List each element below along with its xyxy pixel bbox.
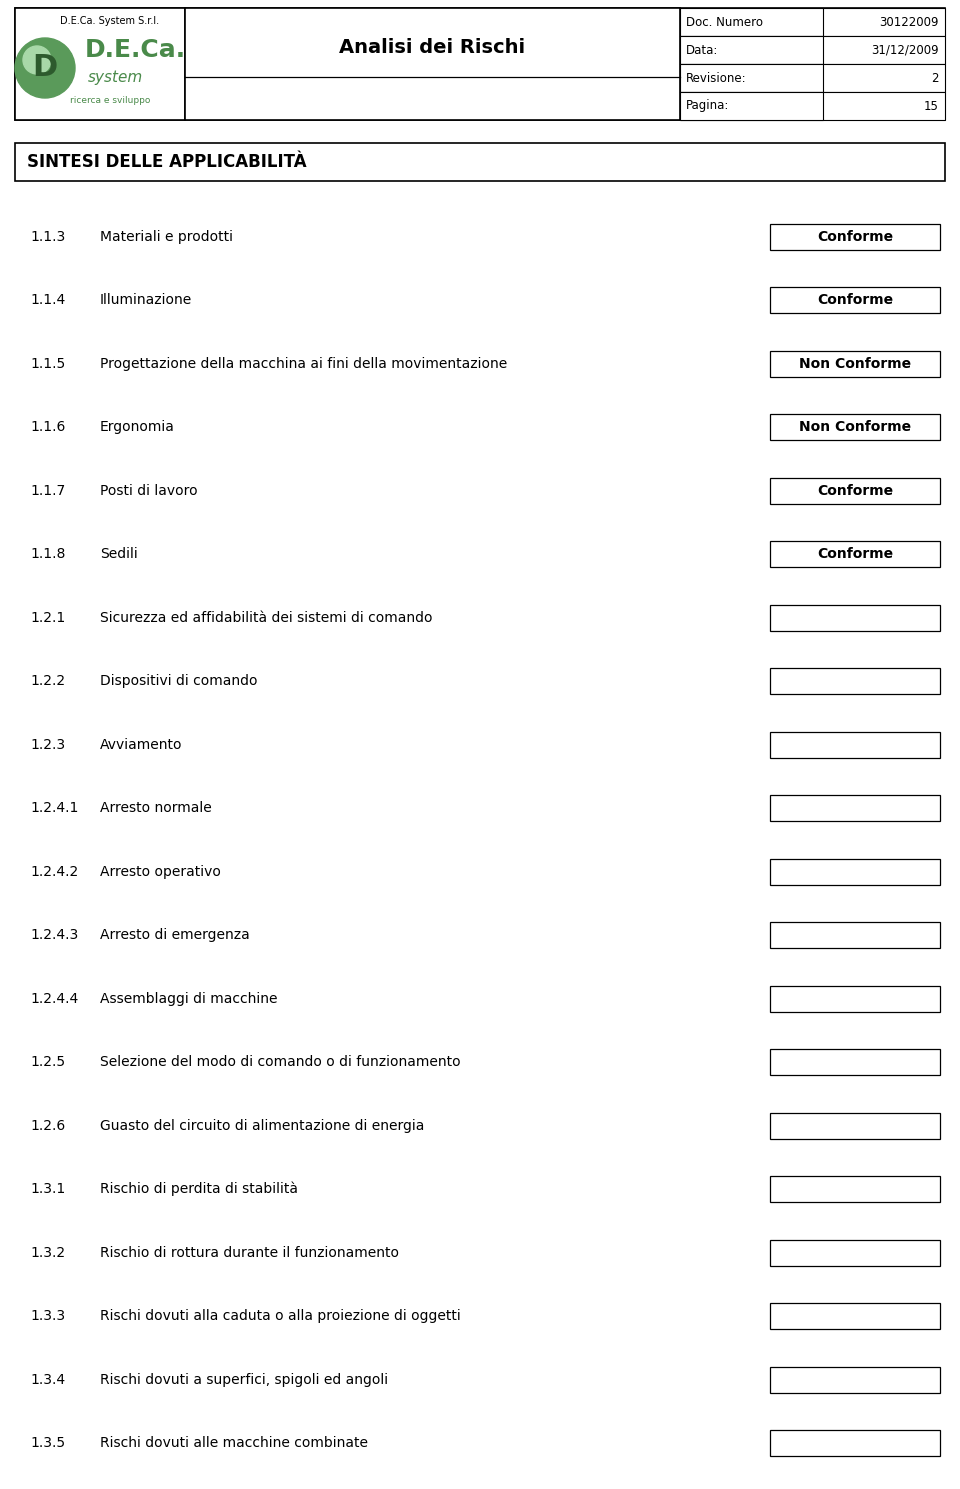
Text: Avviamento: Avviamento <box>100 737 182 752</box>
Text: Ergonomia: Ergonomia <box>100 420 175 435</box>
Text: Sedili: Sedili <box>100 548 137 561</box>
Text: Selezione del modo di comando o di funzionamento: Selezione del modo di comando o di funzi… <box>100 1056 461 1069</box>
Bar <box>770 1431 940 1456</box>
Text: 2: 2 <box>931 71 939 85</box>
Bar <box>680 64 945 92</box>
Text: Sicurezza ed affidabilità dei sistemi di comando: Sicurezza ed affidabilità dei sistemi di… <box>100 610 433 625</box>
Text: Rischi dovuti alle macchine combinate: Rischi dovuti alle macchine combinate <box>100 1437 368 1450</box>
Text: Pagina:: Pagina: <box>686 100 730 113</box>
Text: SINTESI DELLE APPLICABILITÀ: SINTESI DELLE APPLICABILITÀ <box>27 153 306 171</box>
Bar <box>770 414 940 441</box>
Bar <box>770 1367 940 1392</box>
Text: Doc. Numero: Doc. Numero <box>686 15 763 28</box>
Bar <box>680 92 945 121</box>
Text: 1.1.7: 1.1.7 <box>30 484 65 497</box>
Circle shape <box>15 39 75 98</box>
Bar <box>770 478 940 503</box>
Bar <box>770 731 940 758</box>
Text: D.E.Ca. System S.r.l.: D.E.Ca. System S.r.l. <box>60 16 159 25</box>
Text: 1.2.4.4: 1.2.4.4 <box>30 992 79 1005</box>
Bar <box>15 7 185 121</box>
Bar <box>770 1050 940 1075</box>
Bar <box>770 859 940 884</box>
Text: 1.3.5: 1.3.5 <box>30 1437 65 1450</box>
Text: Non Conforme: Non Conforme <box>799 357 911 371</box>
Text: Posti di lavoro: Posti di lavoro <box>100 484 198 497</box>
Bar <box>770 605 940 631</box>
Bar <box>770 287 940 313</box>
Text: D: D <box>33 54 58 82</box>
Bar <box>680 92 823 121</box>
Text: Conforme: Conforme <box>817 484 893 497</box>
Text: Illuminazione: Illuminazione <box>100 293 192 307</box>
Text: 1.1.6: 1.1.6 <box>30 420 65 435</box>
Bar <box>680 36 823 64</box>
Text: 1.3.3: 1.3.3 <box>30 1309 65 1324</box>
Bar <box>680 7 823 36</box>
Text: Arresto operativo: Arresto operativo <box>100 865 221 879</box>
Text: Rischio di rottura durante il funzionamento: Rischio di rottura durante il funzioname… <box>100 1246 399 1260</box>
Text: ricerca e sviluppo: ricerca e sviluppo <box>70 95 151 106</box>
Text: 1.2.6: 1.2.6 <box>30 1118 65 1133</box>
Text: Arresto normale: Arresto normale <box>100 801 212 816</box>
Text: Arresto di emergenza: Arresto di emergenza <box>100 928 250 943</box>
Text: D.E.Ca.: D.E.Ca. <box>85 39 186 63</box>
Text: 1.2.4.2: 1.2.4.2 <box>30 865 79 879</box>
Text: 30122009: 30122009 <box>879 15 939 28</box>
Text: 1.1.5: 1.1.5 <box>30 357 65 371</box>
Bar <box>770 922 940 948</box>
Bar <box>15 143 945 182</box>
Text: 1.3.2: 1.3.2 <box>30 1246 65 1260</box>
Text: Data:: Data: <box>686 43 718 57</box>
Bar <box>770 986 940 1011</box>
Bar <box>770 1112 940 1139</box>
Text: Rischio di perdita di stabilità: Rischio di perdita di stabilità <box>100 1182 298 1197</box>
Bar <box>15 7 945 121</box>
Text: 1.2.3: 1.2.3 <box>30 737 65 752</box>
Bar <box>770 795 940 822</box>
Text: 1.1.3: 1.1.3 <box>30 229 65 244</box>
Text: Materiali e prodotti: Materiali e prodotti <box>100 229 233 244</box>
Bar <box>680 7 945 36</box>
Bar <box>770 669 940 694</box>
Text: 1.2.5: 1.2.5 <box>30 1056 65 1069</box>
Text: Dispositivi di comando: Dispositivi di comando <box>100 675 257 688</box>
Text: Conforme: Conforme <box>817 548 893 561</box>
Text: Rischi dovuti a superfici, spigoli ed angoli: Rischi dovuti a superfici, spigoli ed an… <box>100 1373 388 1386</box>
Bar <box>770 541 940 567</box>
Bar <box>770 351 940 377</box>
Text: 1.1.8: 1.1.8 <box>30 548 65 561</box>
Text: 31/12/2009: 31/12/2009 <box>872 43 939 57</box>
Text: 15: 15 <box>924 100 939 113</box>
Text: Conforme: Conforme <box>817 293 893 307</box>
Text: Progettazione della macchina ai fini della movimentazione: Progettazione della macchina ai fini del… <box>100 357 507 371</box>
Text: 1.2.1: 1.2.1 <box>30 610 65 625</box>
Bar <box>185 7 680 121</box>
Text: Non Conforme: Non Conforme <box>799 420 911 435</box>
Text: Rischi dovuti alla caduta o alla proiezione di oggetti: Rischi dovuti alla caduta o alla proiezi… <box>100 1309 461 1324</box>
Text: Guasto del circuito di alimentazione di energia: Guasto del circuito di alimentazione di … <box>100 1118 424 1133</box>
Text: Revisione:: Revisione: <box>686 71 747 85</box>
Text: 1.2.2: 1.2.2 <box>30 675 65 688</box>
Text: system: system <box>88 70 143 85</box>
Text: 1.1.4: 1.1.4 <box>30 293 65 307</box>
Bar <box>770 1176 940 1202</box>
Bar <box>770 223 940 250</box>
Circle shape <box>23 46 51 74</box>
Bar <box>680 36 945 64</box>
Text: 1.3.1: 1.3.1 <box>30 1182 65 1196</box>
Text: Assemblaggi di macchine: Assemblaggi di macchine <box>100 992 277 1005</box>
Bar <box>680 64 823 92</box>
Text: 1.3.4: 1.3.4 <box>30 1373 65 1386</box>
Bar <box>770 1240 940 1266</box>
Text: 1.2.4.3: 1.2.4.3 <box>30 928 79 943</box>
Text: 1.2.4.1: 1.2.4.1 <box>30 801 79 816</box>
Text: Conforme: Conforme <box>817 229 893 244</box>
Bar <box>770 1303 940 1330</box>
Text: Analisi dei Rischi: Analisi dei Rischi <box>340 37 525 57</box>
